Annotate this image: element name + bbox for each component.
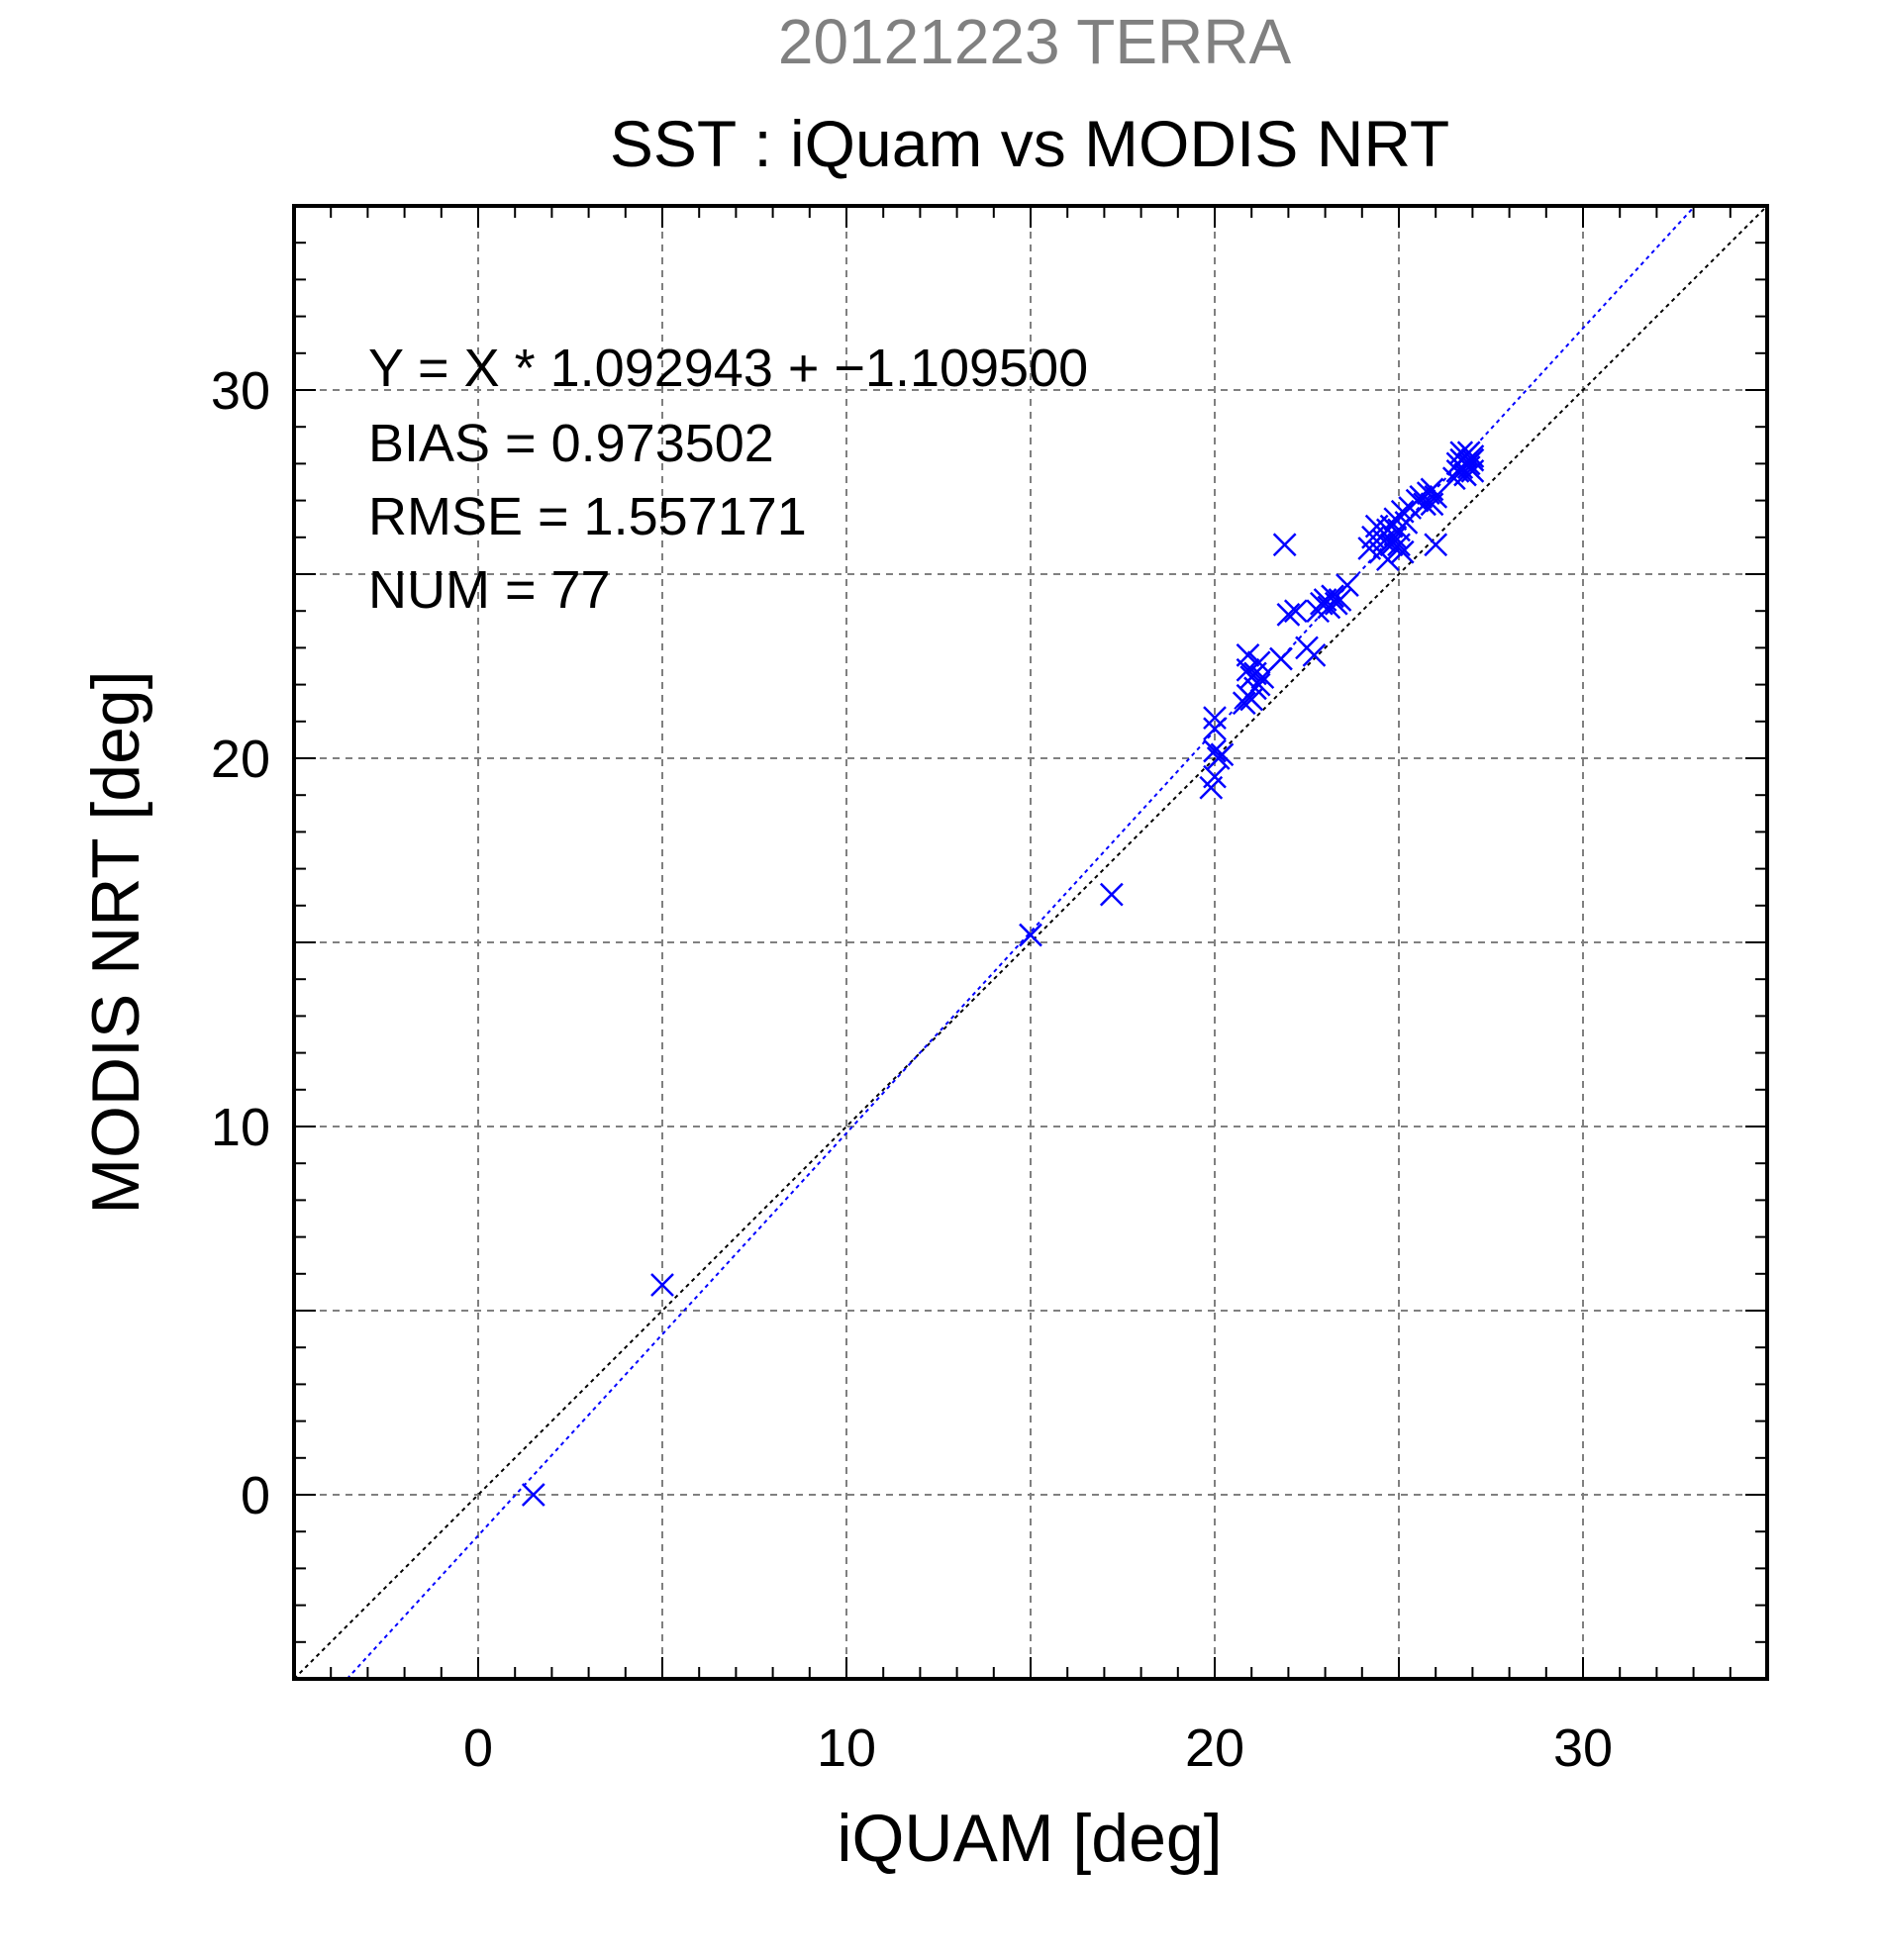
- data-point: [1250, 665, 1275, 690]
- data-point-stroke: [1336, 573, 1359, 598]
- data-point-stroke: [1460, 444, 1485, 468]
- y-tick-label: 20: [211, 730, 270, 789]
- x-tick-label: 10: [817, 1718, 876, 1778]
- data-point: [1269, 646, 1293, 671]
- data-point: [1379, 533, 1404, 557]
- data-point: [1424, 484, 1448, 509]
- grid-lines: [294, 206, 1767, 1679]
- data-point: [1232, 691, 1256, 716]
- data-point-stroke: [1328, 588, 1352, 612]
- identity-line: [293, 205, 1768, 1680]
- data-point-stroke: [1394, 511, 1419, 535]
- data-point-stroke: [1424, 533, 1448, 557]
- data-point: [1390, 539, 1415, 564]
- data-point: [1456, 451, 1481, 476]
- data-point-stroke: [1445, 451, 1470, 476]
- data-point-stroke: [1232, 691, 1256, 716]
- data-point-stroke: [1203, 764, 1227, 789]
- data-point: [1302, 642, 1327, 667]
- tick-labels: 0 10 20 30 0 10 20 30: [211, 361, 1613, 1778]
- stats-annotation: Y = X * 1.092943 + −1.109500 BIAS = 0.97…: [368, 339, 1088, 620]
- data-point-stroke: [1321, 584, 1344, 609]
- data-point-stroke: [1203, 706, 1227, 730]
- data-point: [1328, 588, 1352, 612]
- x-axis-label: iQUAM [deg]: [837, 1801, 1222, 1876]
- data-point-stroke: [1019, 923, 1042, 947]
- num-text: NUM = 77: [368, 560, 611, 620]
- data-point-stroke: [1302, 642, 1327, 667]
- data-point: [1203, 764, 1227, 789]
- data-point-stroke: [1375, 547, 1400, 572]
- data-point-stroke: [1390, 539, 1415, 564]
- data-point-stroke: [1246, 650, 1271, 675]
- data-point-stroke: [1390, 499, 1415, 524]
- data-point: [1246, 650, 1271, 675]
- data-point-stroke: [1269, 646, 1293, 671]
- data-point-stroke: [1236, 642, 1260, 667]
- data-point: [521, 1483, 545, 1507]
- data-point: [1210, 742, 1235, 767]
- x-tick-label: 0: [463, 1718, 493, 1778]
- data-point-stroke: [1283, 599, 1308, 624]
- data-point-stroke: [1456, 451, 1481, 476]
- data-point: [1203, 706, 1227, 730]
- x-tick-label: 20: [1185, 1718, 1244, 1778]
- data-point: [1236, 642, 1260, 667]
- y-tick-label: 0: [241, 1466, 270, 1525]
- data-point: [1445, 451, 1470, 476]
- data-point: [1203, 717, 1227, 741]
- data-points: [521, 441, 1485, 1507]
- data-point: [1375, 547, 1400, 572]
- chart-title: SST : iQuam vs MODIS NRT: [610, 107, 1449, 180]
- plot-frame: [292, 204, 1769, 1681]
- data-point: [650, 1273, 674, 1297]
- rmse-text: RMSE = 1.557171: [368, 487, 807, 546]
- data-point: [1383, 525, 1408, 549]
- data-point-stroke: [1203, 717, 1227, 741]
- data-point: [1272, 533, 1297, 557]
- data-point-stroke: [1250, 665, 1275, 690]
- data-point: [1336, 573, 1359, 598]
- data-point: [1420, 492, 1444, 517]
- data-point: [1276, 603, 1301, 627]
- data-point: [1460, 444, 1485, 468]
- data-point-stroke: [1099, 882, 1124, 907]
- data-point-stroke: [1383, 525, 1408, 549]
- y-tick-label: 30: [211, 361, 270, 421]
- data-point-stroke: [1424, 484, 1448, 509]
- x-tick-label: 30: [1553, 1718, 1613, 1778]
- data-point: [1283, 599, 1308, 624]
- data-point-stroke: [650, 1273, 674, 1297]
- y-tick-label: 10: [211, 1098, 270, 1157]
- data-point-stroke: [1276, 603, 1301, 627]
- data-point: [1424, 533, 1448, 557]
- data-point: [1019, 923, 1042, 947]
- data-point-stroke: [1203, 738, 1227, 763]
- fit-equation-text: Y = X * 1.092943 + −1.109500: [368, 339, 1088, 398]
- data-point-stroke: [1379, 533, 1404, 557]
- data-point: [1321, 584, 1344, 609]
- data-point-stroke: [1272, 533, 1297, 557]
- chart-date-title: 20121223 TERRA: [778, 6, 1292, 77]
- bias-text: BIAS = 0.973502: [368, 414, 774, 473]
- data-point-stroke: [1379, 514, 1404, 539]
- data-point-stroke: [521, 1483, 545, 1507]
- data-point: [1203, 738, 1227, 763]
- y-axis-label: MODIS NRT [deg]: [78, 670, 153, 1214]
- data-point: [1099, 882, 1124, 907]
- data-point-stroke: [1420, 492, 1444, 517]
- data-point: [1394, 511, 1419, 535]
- data-point-stroke: [1210, 742, 1235, 767]
